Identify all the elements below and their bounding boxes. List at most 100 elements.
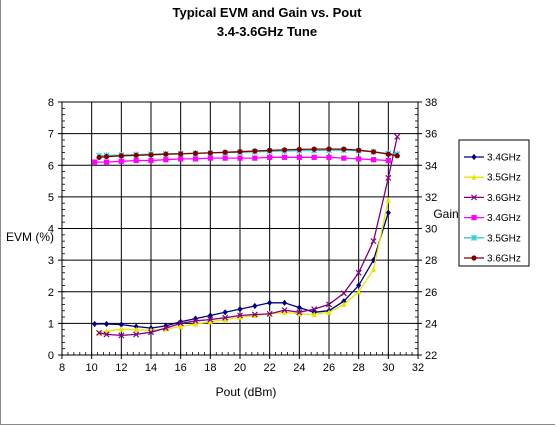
data-point [237, 313, 243, 320]
data-point [103, 159, 110, 165]
legend-swatch-marker [471, 174, 477, 180]
data-point [341, 146, 347, 152]
data-point [341, 155, 347, 161]
data-point [177, 320, 184, 327]
data-point [222, 314, 229, 321]
data-point [237, 155, 243, 161]
legend-entry: 3.6GHz [464, 193, 521, 204]
data-point [207, 312, 213, 319]
series-line [98, 199, 389, 334]
y-left-tick-label: 2 [48, 287, 54, 299]
data-point [385, 209, 391, 216]
data-point [281, 309, 288, 315]
series-line [98, 136, 398, 337]
x-tick-label: 28 [353, 362, 365, 374]
data-point [311, 306, 318, 313]
data-point [147, 329, 155, 336]
x-tick-label: 10 [86, 362, 98, 374]
data-point [267, 147, 273, 153]
x-tick-label: 16 [175, 362, 187, 374]
series-6-right [96, 146, 400, 160]
y-axis-right: 22 24 26 28 30 32 34 36 38 [415, 97, 437, 362]
legend-swatch-marker [470, 234, 478, 241]
y-left-tick-label: 3 [48, 255, 54, 267]
data-point [96, 329, 103, 336]
data-point [341, 298, 347, 305]
data-point [296, 146, 302, 153]
data-point [192, 150, 199, 156]
x-axis: 8 10 12 14 16 18 20 22 24 26 28 30 32 [59, 352, 424, 374]
y-axis-left: 0 1 2 3 4 5 6 7 8 [48, 97, 65, 362]
data-point [103, 320, 110, 328]
data-point [394, 153, 400, 159]
data-point [252, 148, 258, 154]
series-layer [92, 133, 401, 339]
data-point [340, 290, 347, 297]
data-point [133, 331, 140, 338]
data-point [370, 149, 377, 155]
data-point [281, 147, 288, 153]
data-point [162, 325, 169, 332]
y-right-tick-label: 22 [425, 350, 437, 362]
data-point [326, 154, 332, 160]
data-point [207, 318, 213, 325]
y-right-tick-label: 34 [425, 160, 437, 172]
data-point [237, 306, 243, 313]
data-point [267, 154, 273, 160]
data-point [133, 326, 139, 333]
data-point [222, 155, 228, 161]
x-tick-label: 8 [59, 362, 65, 374]
data-point [385, 151, 391, 157]
y-left-tick-label: 6 [48, 160, 54, 172]
data-point [251, 311, 258, 318]
data-point [267, 299, 273, 306]
data-point [192, 156, 199, 162]
data-point [394, 133, 401, 140]
data-point [296, 304, 302, 311]
legend-entry: 3.4GHz [464, 213, 521, 224]
data-point [207, 150, 213, 156]
legend-entry: 3.5GHz [464, 233, 521, 244]
legend-label: 3.6GHz [487, 254, 521, 265]
legend: 3.4GHz 3.5GHz 3.6GHz 3.4GHz 3.5GHz 3.6GHz [458, 139, 530, 267]
legend-label: 3.4GHz [487, 213, 521, 224]
data-point [96, 154, 102, 160]
y-right-tick-label: 32 [425, 192, 437, 204]
y-axis-left-label: EVM (%) [6, 230, 54, 244]
legend-label: 3.4GHz [487, 153, 521, 164]
data-point [252, 155, 258, 161]
data-point [296, 309, 303, 316]
legend-box [458, 139, 530, 267]
x-tick-label: 24 [293, 362, 305, 374]
data-point [311, 146, 317, 152]
legend-swatch-marker [471, 153, 477, 161]
data-point [356, 156, 362, 162]
data-point [148, 157, 154, 164]
y-right-tick-label: 26 [425, 287, 437, 299]
data-point [296, 310, 302, 317]
y-right-tick-label: 24 [425, 318, 437, 330]
data-point [281, 299, 288, 306]
data-point [325, 301, 333, 308]
chart-subtitle: 3.4-3.6GHz Tune [217, 24, 317, 39]
legend-entry: 3.5GHz [464, 173, 521, 184]
data-point [281, 154, 288, 160]
series-line [94, 212, 389, 329]
x-tick-label: 26 [323, 362, 335, 374]
data-point [341, 301, 347, 307]
data-point [207, 155, 213, 161]
legend-entry: 3.6GHz [464, 254, 521, 265]
data-point [178, 323, 184, 330]
y-right-tick-label: 30 [425, 224, 437, 236]
x-tick-label: 32 [412, 362, 424, 374]
chart-title: Typical EVM and Gain vs. Pout [172, 5, 362, 20]
data-point [222, 309, 228, 316]
legend-swatch-marker [471, 255, 477, 261]
series-1-left [92, 209, 391, 332]
data-point [355, 269, 362, 276]
series-4-right [92, 154, 391, 165]
data-point [148, 152, 154, 158]
data-point [236, 312, 244, 319]
x-axis-label: Pout (dBm) [216, 385, 277, 399]
